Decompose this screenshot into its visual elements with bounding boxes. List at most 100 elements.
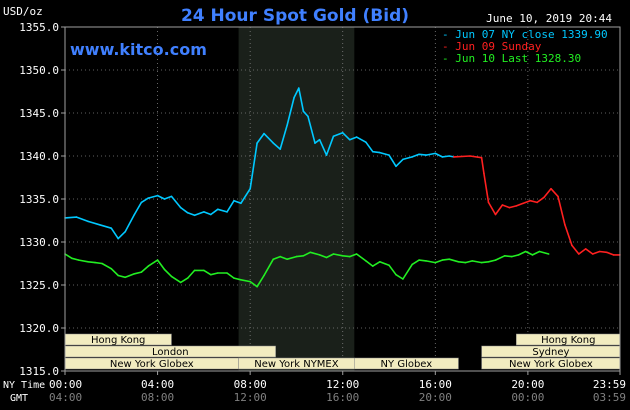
data-point <box>156 259 159 261</box>
session-bar: New York NYMEX <box>238 357 355 370</box>
legend: - Jun 07 NY close 1339.90- Jun 09 Sunday… <box>442 28 608 65</box>
session-label: Sydney <box>532 347 569 358</box>
data-point <box>117 237 119 240</box>
data-point <box>494 213 497 216</box>
data-point <box>117 274 119 277</box>
data-point <box>170 195 173 198</box>
session-label: London <box>152 347 189 358</box>
data-point <box>286 124 289 126</box>
data-point <box>226 272 228 274</box>
data-point <box>494 259 497 261</box>
data-point <box>501 204 504 206</box>
session-bar: New York Globex <box>64 357 239 370</box>
data-point <box>193 214 196 217</box>
kitco-watermark: www.kitco.com <box>70 40 207 59</box>
data-point <box>147 265 150 267</box>
data-point <box>98 224 101 226</box>
session-label: New York Globex <box>110 359 194 370</box>
data-point <box>365 260 367 262</box>
y-tick-label: 1355.0 <box>19 21 59 34</box>
data-point <box>240 202 242 205</box>
data-point <box>170 275 173 278</box>
data-point <box>325 154 328 156</box>
data-point <box>411 263 414 266</box>
data-point <box>307 115 309 118</box>
data-point <box>578 253 580 255</box>
y-tick-label: 1345.0 <box>19 107 59 120</box>
series-line <box>64 87 454 240</box>
data-point <box>256 142 258 144</box>
data-point <box>233 199 235 202</box>
y-tick-label: 1335.0 <box>19 193 59 206</box>
data-point <box>379 151 381 154</box>
data-point <box>240 279 242 281</box>
session-label: Hong Kong <box>541 335 595 346</box>
data-point <box>355 253 358 255</box>
data-point <box>298 87 300 89</box>
chart-title: 24 Hour Spot Gold (Bid) <box>181 6 409 26</box>
data-point <box>279 148 282 150</box>
data-point <box>140 271 143 273</box>
data-point <box>309 251 312 254</box>
data-point <box>226 211 228 213</box>
data-point <box>402 278 404 280</box>
data-point <box>110 267 113 270</box>
data-point <box>547 253 550 255</box>
data-point <box>203 211 205 213</box>
session-label: New York NYMEX <box>254 359 339 370</box>
data-point <box>78 259 80 261</box>
data-point <box>425 260 427 262</box>
data-point <box>448 155 451 157</box>
x-gmt-tick-label: 20:00 <box>419 391 452 404</box>
data-point <box>332 135 335 137</box>
data-point <box>469 155 471 157</box>
shade-rect <box>238 27 355 371</box>
data-point <box>598 250 601 253</box>
data-point <box>487 201 490 204</box>
data-point <box>263 132 265 135</box>
nymex-shaded-region <box>238 27 355 371</box>
data-point <box>156 194 159 197</box>
data-point <box>591 253 594 255</box>
data-point <box>524 250 527 253</box>
data-point <box>348 138 351 141</box>
data-point <box>388 264 390 267</box>
legend-item: - Jun 09 Sunday <box>442 40 542 53</box>
series-1 <box>453 155 621 256</box>
x-ny-tick-label: 08:00 <box>234 378 267 391</box>
data-point <box>314 142 316 144</box>
data-point <box>355 136 358 138</box>
data-point <box>365 141 367 143</box>
data-point <box>87 261 89 263</box>
data-point <box>75 216 78 218</box>
session-bar: New York Globex <box>481 357 621 370</box>
x-ny-tick-label: 16:00 <box>419 378 452 391</box>
y-tick-label: 1315.0 <box>19 365 59 378</box>
data-point <box>543 196 545 199</box>
data-point <box>388 154 390 156</box>
data-point <box>193 269 196 272</box>
data-point <box>379 261 381 263</box>
data-point <box>233 277 235 279</box>
data-point <box>372 150 374 153</box>
data-point <box>457 261 460 263</box>
data-point <box>612 254 615 256</box>
data-point <box>133 213 136 216</box>
data-point <box>341 255 344 257</box>
data-point <box>203 269 205 272</box>
session-bar: Sydney <box>481 345 621 358</box>
x-axis: NY TimeGMT00:0004:0004:0008:0008:0012:00… <box>3 371 626 404</box>
data-point <box>110 227 113 229</box>
data-point <box>286 258 289 261</box>
data-point <box>94 261 96 264</box>
x-ny-tick-label: 23:59 <box>593 378 626 391</box>
data-point <box>453 156 455 158</box>
x-gmt-tick-label: 08:00 <box>141 391 174 404</box>
data-point <box>263 274 265 277</box>
data-point <box>140 201 143 204</box>
data-point <box>87 220 89 223</box>
session-bar: London <box>64 345 276 358</box>
data-point <box>217 208 219 211</box>
data-point <box>318 254 321 256</box>
